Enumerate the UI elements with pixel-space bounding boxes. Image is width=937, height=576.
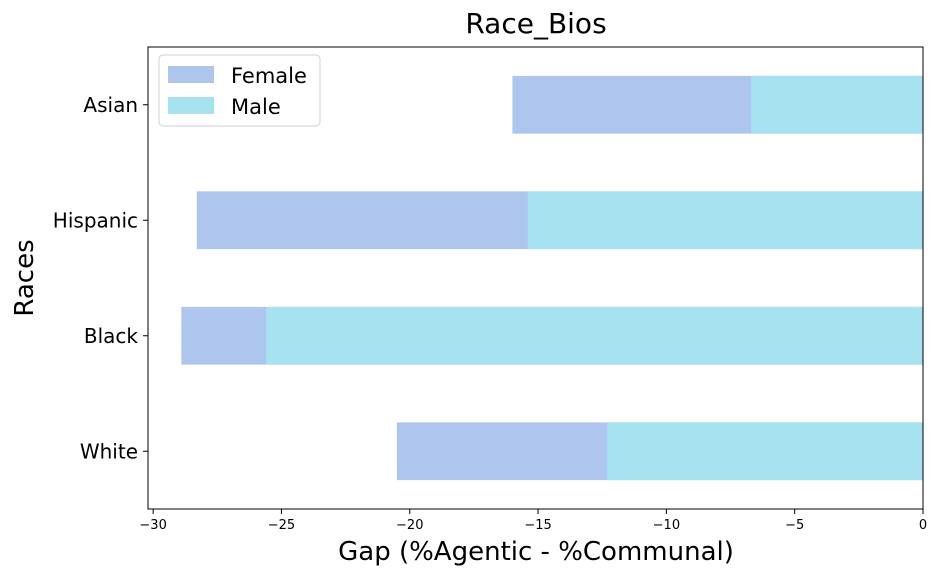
y-axis-label: Races	[10, 239, 40, 316]
legend-label-female: Female	[231, 64, 307, 88]
chart-title: Race_Bios	[465, 7, 606, 40]
legend-swatch-male	[168, 97, 214, 114]
legend: Female Male	[158, 54, 321, 127]
plot-frame	[147, 46, 924, 510]
x-tick-label: −30	[139, 518, 166, 533]
x-tick-label: −15	[524, 518, 551, 533]
category-label-white: White	[80, 439, 138, 463]
y-axis-ticks: White Black Hispanic Asian	[53, 93, 148, 463]
bar-male-white	[607, 422, 923, 481]
category-label-black: Black	[84, 324, 139, 348]
x-tick-label: −10	[653, 518, 680, 533]
category-label-asian: Asian	[83, 93, 138, 117]
x-tick-label: 0	[919, 518, 927, 533]
x-axis-ticks: −30 −25 −20 −15 −10 −5 0	[139, 509, 927, 533]
legend-label-male: Male	[231, 95, 281, 119]
x-tick-label: −25	[268, 518, 295, 533]
bar-male-black	[266, 306, 923, 365]
legend-swatch-female	[168, 66, 214, 83]
x-tick-label: −5	[785, 518, 804, 533]
bars-group	[181, 75, 923, 481]
x-axis-label: Gap (%Agentic - %Communal)	[338, 537, 734, 567]
x-tick-label: −20	[396, 518, 423, 533]
bar-male-asian	[751, 75, 923, 134]
bar-male-hispanic	[527, 191, 923, 250]
category-label-hispanic: Hispanic	[53, 208, 138, 232]
